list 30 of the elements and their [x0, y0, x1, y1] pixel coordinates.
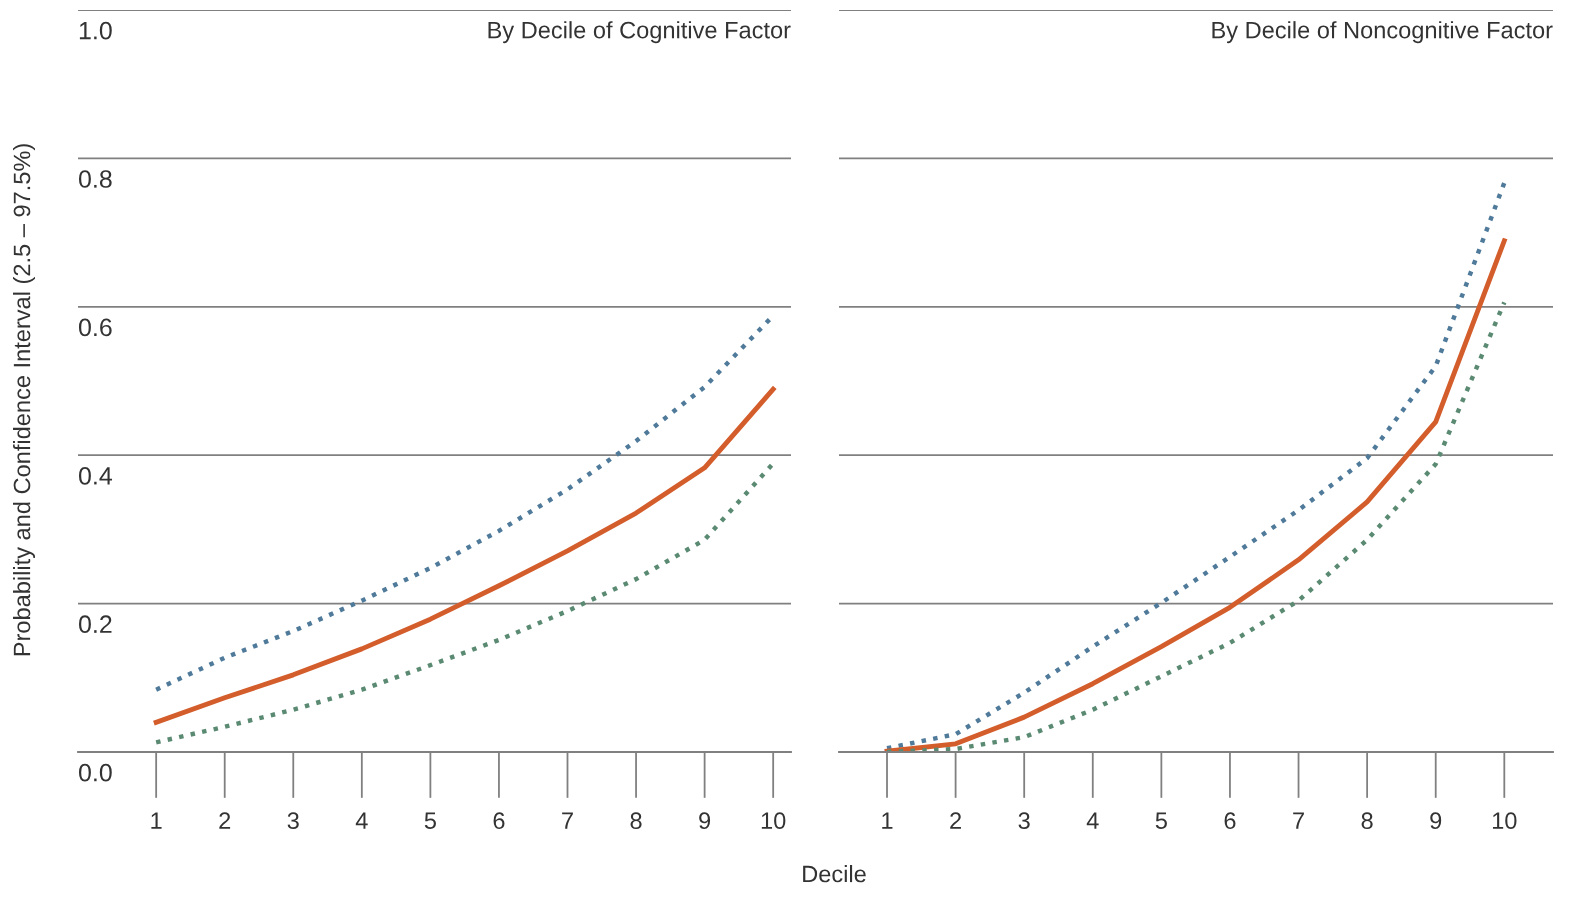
chart-title: By Decile of Cognitive Factor — [488, 21, 791, 44]
y-tick-label: 1.0 — [79, 21, 112, 40]
x-axis-title: Decile — [803, 864, 866, 883]
x-tick-label: 3 — [287, 812, 299, 830]
x-tick-label: 1 — [882, 812, 893, 829]
y-tick-label: 0.4 — [78, 466, 113, 485]
x-tick-label: 8 — [630, 812, 642, 830]
y-tick-label: 0.8 — [78, 170, 112, 188]
x-tick-label: 5 — [1155, 812, 1167, 830]
y-tick-label: 0.2 — [78, 615, 112, 634]
x-tick-label: 6 — [1224, 812, 1236, 830]
x-tick-label: 2 — [950, 812, 961, 829]
x-tick-label: 6 — [493, 812, 505, 830]
y-tick-label: 0.6 — [78, 318, 112, 337]
x-tick-label: 4 — [1086, 812, 1099, 829]
y-tick-label: 0.0 — [78, 763, 112, 782]
y-axis-title: Probability and Confidence Interval (2.5 – 97.5%) — [13, 144, 36, 656]
x-tick-label: 9 — [1430, 812, 1442, 830]
x-tick-label: 8 — [1361, 812, 1373, 830]
x-tick-label: 2 — [219, 812, 231, 829]
x-tick-label: 3 — [1018, 812, 1030, 830]
x-tick-label: 1 — [151, 812, 162, 829]
x-tick-label: 7 — [562, 812, 573, 829]
x-tick-label: 9 — [699, 812, 711, 830]
x-tick-label: 10 — [761, 812, 786, 830]
x-tick-label: 4 — [355, 812, 368, 829]
x-tick-label: 10 — [1492, 812, 1517, 830]
chart-title: By Decile of Noncognitive Factor — [1212, 21, 1553, 44]
x-tick-label: 7 — [1293, 812, 1304, 829]
x-tick-label: 5 — [424, 812, 436, 830]
